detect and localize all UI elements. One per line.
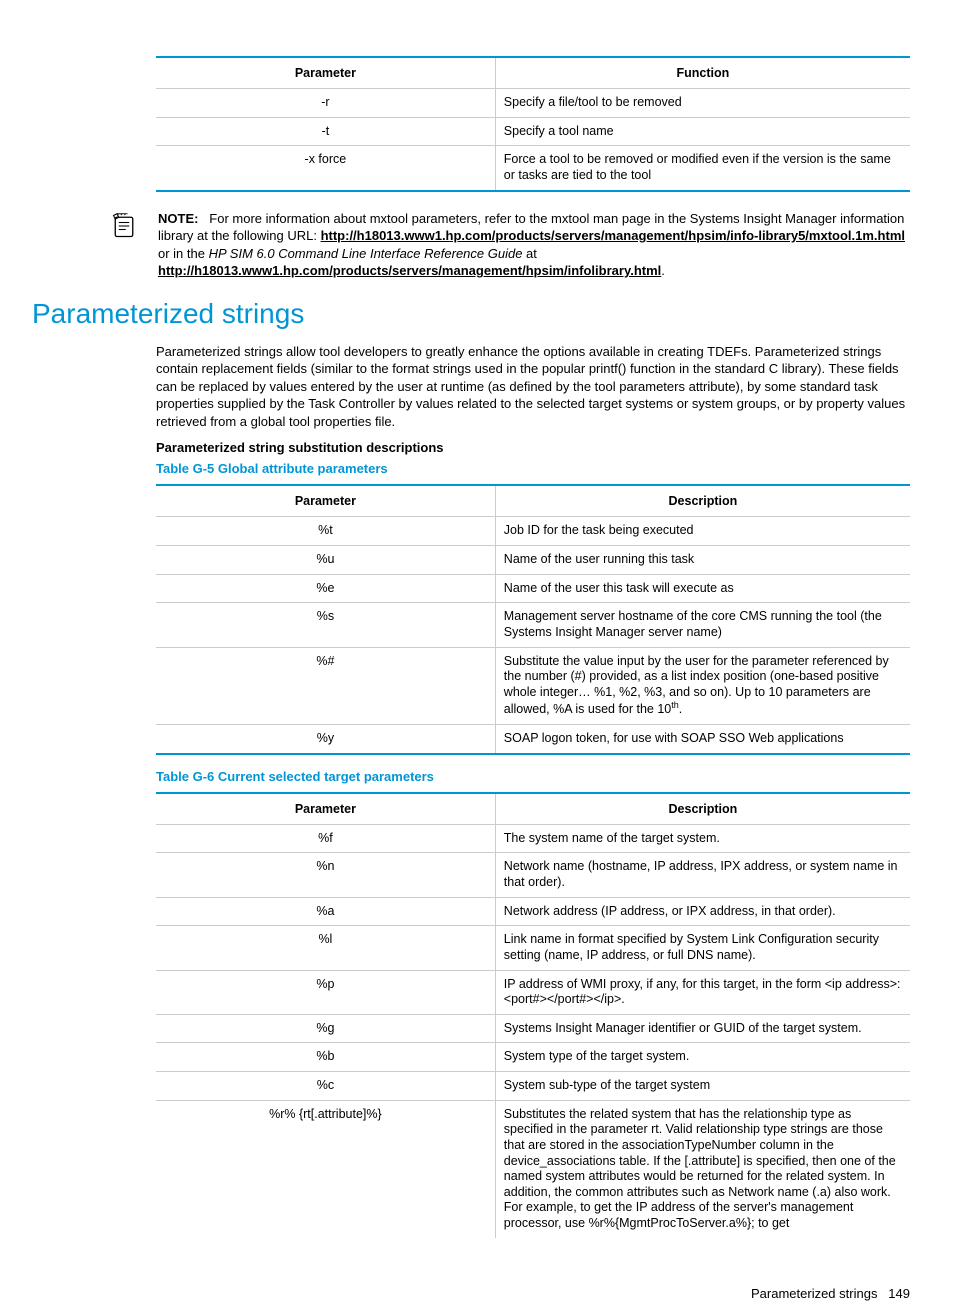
param-cell: -t bbox=[156, 117, 495, 146]
page-footer: Parameterized strings 149 bbox=[0, 1286, 954, 1301]
param-cell: %y bbox=[156, 725, 495, 754]
desc-cell: Systems Insight Manager identifier or GU… bbox=[495, 1014, 910, 1043]
table-row: %cSystem sub-type of the target system bbox=[156, 1072, 910, 1101]
note-icon bbox=[110, 212, 138, 240]
param-cell: %s bbox=[156, 603, 495, 647]
desc-cell: System sub-type of the target system bbox=[495, 1072, 910, 1101]
footer-title: Parameterized strings bbox=[751, 1286, 877, 1301]
desc-cell: Substitute the value input by the user f… bbox=[495, 647, 910, 725]
func-cell: Force a tool to be removed or modified e… bbox=[495, 146, 910, 191]
table-row: %ySOAP logon token, for use with SOAP SS… bbox=[156, 725, 910, 754]
param-cell: %l bbox=[156, 926, 495, 970]
col-function: Function bbox=[495, 57, 910, 89]
note-link-2[interactable]: http://h18013.www1.hp.com/products/serve… bbox=[158, 263, 661, 278]
table-row: %nNetwork name (hostname, IP address, IP… bbox=[156, 853, 910, 897]
desc-cell: Name of the user this task will execute … bbox=[495, 574, 910, 603]
note-italic: HP SIM 6.0 Command Line Interface Refere… bbox=[209, 246, 523, 261]
g6-col-desc: Description bbox=[495, 793, 910, 825]
desc-cell: Link name in format specified by System … bbox=[495, 926, 910, 970]
g5-col-param: Parameter bbox=[156, 485, 495, 517]
note-label: NOTE: bbox=[158, 211, 198, 226]
desc-cell: System type of the target system. bbox=[495, 1043, 910, 1072]
col-parameter: Parameter bbox=[156, 57, 495, 89]
param-cell: -r bbox=[156, 89, 495, 118]
param-cell: %u bbox=[156, 546, 495, 575]
param-cell: %e bbox=[156, 574, 495, 603]
table-row: -tSpecify a tool name bbox=[156, 117, 910, 146]
table-row: %gSystems Insight Manager identifier or … bbox=[156, 1014, 910, 1043]
desc-cell: Network name (hostname, IP address, IPX … bbox=[495, 853, 910, 897]
note-text: NOTE: For more information about mxtool … bbox=[158, 210, 910, 280]
subheading: Parameterized string substitution descri… bbox=[156, 440, 910, 455]
table-row: %sManagement server hostname of the core… bbox=[156, 603, 910, 647]
func-cell: Specify a tool name bbox=[495, 117, 910, 146]
table-row: %bSystem type of the target system. bbox=[156, 1043, 910, 1072]
table-row: -x forceForce a tool to be removed or mo… bbox=[156, 146, 910, 191]
table-row: %#Substitute the value input by the user… bbox=[156, 647, 910, 725]
param-cell: %f bbox=[156, 824, 495, 853]
table-row: %r% {rt[.attribute]%}Substitutes the rel… bbox=[156, 1100, 910, 1238]
param-cell: %t bbox=[156, 517, 495, 546]
note-block: NOTE: For more information about mxtool … bbox=[110, 210, 910, 280]
note-link-1[interactable]: http://h18013.www1.hp.com/products/serve… bbox=[321, 228, 905, 243]
param-cell: %# bbox=[156, 647, 495, 725]
desc-cell: Management server hostname of the core C… bbox=[495, 603, 910, 647]
desc-cell: SOAP logon token, for use with SOAP SSO … bbox=[495, 725, 910, 754]
param-cell: %r% {rt[.attribute]%} bbox=[156, 1100, 495, 1238]
intro-paragraph: Parameterized strings allow tool develop… bbox=[156, 343, 910, 431]
table-g6: Parameter Description %fThe system name … bbox=[156, 792, 910, 1238]
desc-cell: Name of the user running this task bbox=[495, 546, 910, 575]
g6-col-param: Parameter bbox=[156, 793, 495, 825]
g5-col-desc: Description bbox=[495, 485, 910, 517]
table-row: %fThe system name of the target system. bbox=[156, 824, 910, 853]
desc-cell: The system name of the target system. bbox=[495, 824, 910, 853]
table-row: %lLink name in format specified by Syste… bbox=[156, 926, 910, 970]
note-at: at bbox=[522, 246, 536, 261]
param-cell: %c bbox=[156, 1072, 495, 1101]
desc-cell: IP address of WMI proxy, if any, for thi… bbox=[495, 970, 910, 1014]
table-row: %pIP address of WMI proxy, if any, for t… bbox=[156, 970, 910, 1014]
table-g5: Parameter Description %tJob ID for the t… bbox=[156, 484, 910, 754]
param-cell: %n bbox=[156, 853, 495, 897]
parameter-function-table: Parameter Function -rSpecify a file/tool… bbox=[156, 56, 910, 192]
table-row: %tJob ID for the task being executed bbox=[156, 517, 910, 546]
caption-g5: Table G-5 Global attribute parameters bbox=[156, 461, 910, 476]
param-cell: %p bbox=[156, 970, 495, 1014]
param-cell: %g bbox=[156, 1014, 495, 1043]
param-cell: %b bbox=[156, 1043, 495, 1072]
note-mid: or in the bbox=[158, 246, 209, 261]
page-number: 149 bbox=[888, 1286, 910, 1301]
table-row: -rSpecify a file/tool to be removed bbox=[156, 89, 910, 118]
table-row: %eName of the user this task will execut… bbox=[156, 574, 910, 603]
param-cell: -x force bbox=[156, 146, 495, 191]
desc-cell: Network address (IP address, or IPX addr… bbox=[495, 897, 910, 926]
note-dot: . bbox=[661, 263, 665, 278]
func-cell: Specify a file/tool to be removed bbox=[495, 89, 910, 118]
desc-cell: Substitutes the related system that has … bbox=[495, 1100, 910, 1238]
table-row: %uName of the user running this task bbox=[156, 546, 910, 575]
section-heading: Parameterized strings bbox=[32, 298, 910, 330]
table-row: %aNetwork address (IP address, or IPX ad… bbox=[156, 897, 910, 926]
caption-g6: Table G-6 Current selected target parame… bbox=[156, 769, 910, 784]
param-cell: %a bbox=[156, 897, 495, 926]
desc-cell: Job ID for the task being executed bbox=[495, 517, 910, 546]
